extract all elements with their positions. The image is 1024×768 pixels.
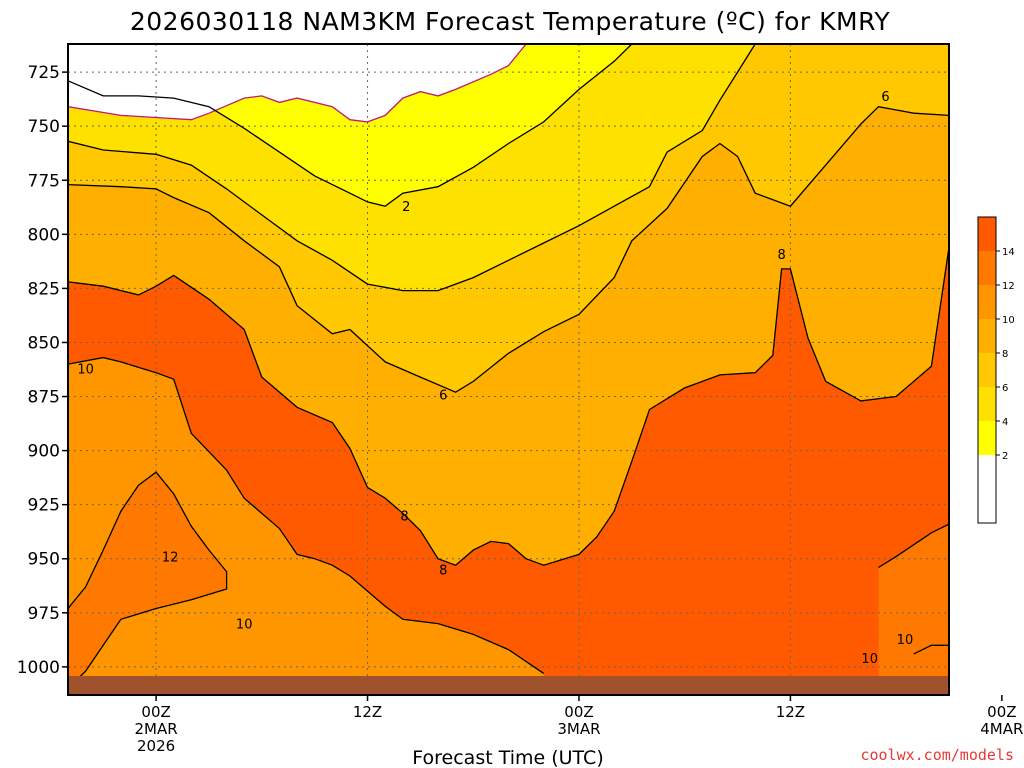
contour-label: 10: [236, 618, 253, 633]
y-tick-label: 850: [28, 333, 60, 353]
y-tick-label: 950: [28, 550, 60, 570]
x-tick-label: 2026: [137, 737, 175, 755]
colorbar-swatch: [978, 387, 996, 421]
y-tick-label: 800: [28, 225, 60, 245]
colorbar-frame: [977, 216, 997, 524]
contour-6: [68, 105, 949, 393]
contour-label: 6: [439, 388, 447, 403]
colorbar-swatch: [978, 353, 996, 387]
x-tick-label: 2MAR: [135, 720, 178, 738]
colorbar-label: 12: [1002, 281, 1015, 292]
colorbar-legend: 14 12 10 8 6 4 2: [977, 216, 1015, 524]
contour-12: [68, 471, 228, 689]
x-tick-label: 00Z: [141, 703, 170, 721]
contour-0: [68, 44, 527, 123]
fill-band-10: [68, 357, 544, 695]
y-tick-label: 925: [28, 496, 60, 516]
contour-label: 8: [439, 564, 447, 579]
contour-label: 12: [162, 551, 179, 566]
colorbar-swatch: [978, 217, 996, 251]
colorbar-swatch: [978, 319, 996, 353]
ground-surface: [68, 676, 949, 695]
colorbar-label: 14: [1002, 247, 1015, 258]
x-axis-label: Forecast Time (UTC): [412, 747, 603, 768]
y-tick-label: 875: [28, 388, 60, 408]
colorbar-swatch: [978, 251, 996, 285]
chart-title: 2026030118 NAM3KM Forecast Temperature (…: [130, 7, 890, 36]
contour-label: 8: [400, 509, 408, 524]
y-tick-label: 975: [28, 604, 60, 624]
contour-label: 2: [402, 200, 410, 215]
x-tick-label: 4MAR: [980, 720, 1023, 738]
contour-10: [878, 523, 949, 568]
fill-band-12: [68, 472, 227, 689]
fill-band-12-right: [878, 524, 949, 695]
colorbar-label: 10: [1002, 315, 1015, 326]
plot-frame: [67, 43, 950, 696]
contour-2: [68, 44, 633, 207]
y-tick-label: 725: [28, 63, 60, 83]
colorbar-label: 8: [1002, 349, 1008, 360]
contour-lines: [68, 44, 949, 689]
contour-label: 10: [77, 362, 94, 377]
colorbar-swatch: [978, 489, 996, 523]
y-tick-label: 1000: [17, 658, 60, 678]
y-tick-label: 900: [28, 442, 60, 462]
temperature-fill: [68, 44, 949, 695]
colorbar-swatch: [978, 421, 996, 455]
contour-label: 10: [861, 652, 878, 667]
colorbar-swatch: [978, 455, 996, 489]
x-tick-label: 12Z: [776, 703, 805, 721]
colorbar-swatch: [978, 285, 996, 319]
y-tick-label: 825: [28, 279, 60, 299]
contour-4: [68, 44, 756, 292]
colorbar-label: 2: [1002, 451, 1008, 462]
contour-label: 6: [881, 90, 889, 105]
colorbar-label: 4: [1002, 417, 1008, 428]
grid-lines: [68, 44, 949, 695]
contour-label: 10: [897, 633, 914, 648]
contour-label: 8: [777, 248, 785, 263]
x-tick-label: 3MAR: [557, 720, 600, 738]
y-axis: 725 750 775 800 825 850 875 900 925 950 975 1000: [17, 63, 68, 678]
y-tick-label: 750: [28, 117, 60, 137]
credit-link[interactable]: coolwx.com/models: [860, 746, 1014, 764]
fill-band-0: [68, 44, 527, 122]
x-tick-label: 00Z: [987, 703, 1016, 721]
x-tick-label: 12Z: [353, 703, 382, 721]
colorbar-label: 6: [1002, 383, 1008, 394]
contour-8: [68, 246, 949, 566]
contour-10: [68, 356, 545, 674]
x-tick-label: 00Z: [564, 703, 593, 721]
y-tick-label: 775: [28, 171, 60, 191]
